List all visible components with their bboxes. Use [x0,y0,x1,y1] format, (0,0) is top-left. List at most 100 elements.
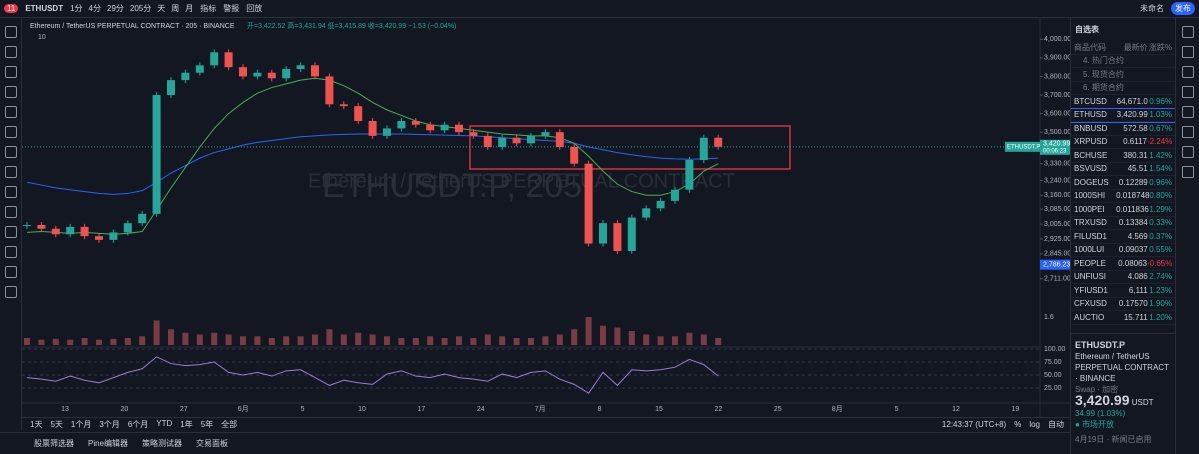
tool-icon[interactable] [4,146,17,158]
watchlist-row[interactable]: TRXUSD 0.13384 0.33% [1071,217,1175,230]
watchlist-row[interactable]: BSVUSD 45.51 1.54% [1071,163,1175,176]
column-header[interactable]: 商品代码 [1074,42,1106,52]
candle-body [685,160,694,190]
range-button[interactable]: 5天 [50,419,63,429]
tool-icon[interactable] [4,206,17,218]
tool-icon[interactable] [4,226,17,238]
percent-toggle[interactable]: % [1014,419,1022,429]
bottom-tab[interactable]: 策略测试器 [142,439,183,448]
tool-icon[interactable] [4,26,17,38]
watchlist-row[interactable]: CFXUSD 0.17570 1.90% [1071,298,1175,311]
bottom-tab[interactable]: Pine编辑器 [88,439,129,448]
layout-name[interactable]: 未命名 [1140,4,1164,13]
volume-bar [81,338,88,345]
log-toggle[interactable]: log [1029,419,1040,429]
indicators-button[interactable]: 指标 [200,4,217,13]
rsi-tick-label: 100.00 [1044,346,1066,353]
auto-toggle[interactable]: 自动 [1048,419,1064,429]
watchlist-section[interactable]: 4. 热门合约 [1071,55,1175,68]
panel-icon[interactable] [1181,166,1194,178]
watchlist-row[interactable]: PEOPLE 0.08063 -0.65% [1071,257,1175,271]
candle-body [296,65,305,69]
candle-body [210,52,219,66]
price-tick-label: 3,600.00 [1044,110,1070,117]
panel-icon[interactable] [1181,126,1194,138]
row-change: 2.74% [1149,272,1172,282]
candle-body [584,163,593,244]
bottom-tab[interactable]: 股票筛选器 [34,439,74,448]
range-button[interactable]: 3个月 [99,419,120,429]
column-header[interactable]: 最新价 [1123,42,1148,52]
interval-button[interactable]: 4分 [88,4,101,13]
watchlist-row[interactable]: ETHUSD 3,420.99 1.03% [1071,107,1175,123]
range-button[interactable]: YTD [156,418,173,428]
interval-button[interactable]: 1分 [70,4,83,13]
range-button[interactable]: 6个月 [127,419,149,429]
candle-body [383,128,391,136]
interval-button[interactable]: 天 [157,4,166,13]
row-change: 1.20% [1149,312,1172,322]
volume-bar [355,332,362,345]
watchlist-row[interactable]: DOGEUS 0.12289 0.96% [1071,176,1175,190]
watchlist-title[interactable]: 自选表 [1075,25,1099,34]
panel-icon[interactable] [1181,66,1194,78]
candle-body [627,217,636,251]
symbol-button[interactable]: ETHUSDT [25,4,64,13]
alert-button[interactable]: 警报 [223,4,240,13]
panel-icon[interactable] [1181,146,1194,158]
range-button[interactable]: 1个月 [70,419,92,429]
replay-button[interactable]: 回放 [246,4,263,13]
time-label: 24 [477,406,485,413]
tool-icon[interactable] [4,246,17,258]
row-price: 4.086 [1127,272,1148,282]
interval-button[interactable]: 月 [185,4,194,13]
bottom-tab[interactable]: 交易面板 [196,439,229,448]
tool-icon[interactable] [4,166,17,178]
interval-button[interactable]: 29分 [107,4,124,13]
interval-button[interactable]: 205分 [129,4,152,13]
tool-icon[interactable] [4,266,17,278]
panel-icon[interactable] [1181,106,1194,118]
watchlist-row[interactable]: YFIUSD1 6,111 1.23% [1071,284,1175,298]
volume-bar [254,336,261,345]
notification-badge[interactable]: 11 [4,4,19,13]
row-symbol: AUCTIO [1074,312,1105,322]
panel-icon[interactable] [1181,26,1194,38]
watchlist-row[interactable]: BCHUSE 380.31 1.42% [1071,149,1175,163]
panel-icon[interactable] [1181,46,1194,58]
interval-button[interactable]: 周 [171,4,180,13]
range-button[interactable]: 全部 [221,419,238,429]
watchlist-row[interactable]: 1000SHI 0.018748 0.80% [1071,190,1175,203]
tool-icon[interactable] [4,106,17,118]
row-symbol: FILUSD1 [1074,231,1107,241]
watchlist-row[interactable]: 1000PEI 0.011836 1.29% [1071,203,1175,217]
time-label: 10 [358,406,366,413]
watchlist-row[interactable]: FILUSD1 4.569 0.37% [1071,230,1175,244]
watchlist-row[interactable]: BTCUSD 64,671.0 0.96% [1071,95,1175,109]
watchlist-row[interactable]: UNFIUSI 4.086 2.74% [1071,271,1175,284]
watchlist-row[interactable]: AUCTIO 15.711 1.20% [1071,311,1175,325]
watchlist-row[interactable]: 1000LUI 0.09037 0.55% [1071,244,1175,257]
marker-box [1040,259,1070,270]
range-button[interactable]: 1年 [180,419,193,429]
price-tick-label: 2,711.00 [1044,276,1070,283]
tool-icon[interactable] [4,86,17,98]
row-change: 0.96% [1149,96,1172,106]
rectangle-drawing[interactable] [469,125,791,170]
row-change: 0.80% [1149,191,1172,201]
range-button[interactable]: 1天 [30,419,43,429]
watchlist-row[interactable]: XRPUSD 0.6117 -2.24% [1071,136,1175,149]
watchlist-section[interactable]: 5. 现货合约 [1071,68,1175,82]
watchlist-section[interactable]: 6. 期货合约 [1071,82,1175,95]
tool-icon[interactable] [4,186,17,198]
tool-icon[interactable] [4,46,17,58]
range-button[interactable]: 5年 [200,419,214,429]
panel-icon[interactable] [1181,86,1194,98]
tool-icon[interactable] [4,126,17,138]
watchlist-row[interactable]: BNBUSD 572.58 0.67% [1071,122,1175,136]
publish-button[interactable]: 发布 [1171,2,1195,15]
column-header[interactable]: 涨跌% [1148,42,1172,52]
tool-icon[interactable] [4,286,17,298]
tool-icon[interactable] [4,66,17,78]
volume-bar [24,338,30,345]
